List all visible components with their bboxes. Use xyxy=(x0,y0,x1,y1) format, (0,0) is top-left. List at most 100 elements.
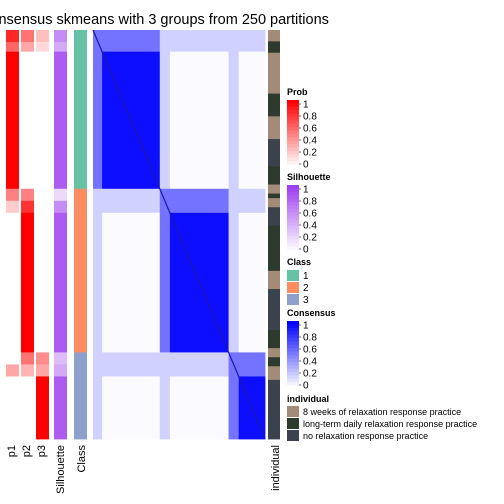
consensus-legend-swatch xyxy=(287,321,299,325)
consensus-matrix xyxy=(92,29,266,440)
consensus-cell xyxy=(169,352,229,365)
prob-legend-swatch xyxy=(287,144,299,149)
prob-legend-swatch xyxy=(287,103,299,108)
consensus-cell xyxy=(159,30,166,43)
prob-legend-tick-label: 1 xyxy=(303,100,309,111)
consensus-cell xyxy=(169,30,229,43)
consensus-cell xyxy=(164,188,171,202)
consensus-cell xyxy=(102,42,161,53)
consensus-legend-swatch xyxy=(287,385,299,390)
column-labels: p1 p2 p3 Silhouette Class xyxy=(6,445,88,494)
consensus-legend-title: Consensus xyxy=(287,308,336,318)
p1-cell xyxy=(6,51,19,190)
column-label-class: Class xyxy=(76,445,88,473)
consensus-cell xyxy=(93,51,99,190)
class-legend-label: 1 xyxy=(303,271,309,282)
consensus-cell xyxy=(98,212,103,353)
consensus-cell xyxy=(93,352,99,365)
individual-cell xyxy=(268,225,280,272)
prob-legend-swatch xyxy=(287,157,299,162)
individual-cell xyxy=(268,93,280,117)
individual-cell xyxy=(268,207,280,226)
p1-cell xyxy=(6,30,19,43)
consensus-cell xyxy=(228,364,235,377)
column-label-silhouette: Silhouette xyxy=(55,445,67,494)
individual-legend-swatch xyxy=(287,430,299,441)
p2-cell xyxy=(21,30,34,43)
silhouette-legend-swatch xyxy=(287,222,299,227)
silhouette-cell xyxy=(54,30,67,43)
individual-cell xyxy=(268,289,280,331)
individual-legend-swatch xyxy=(287,418,299,429)
consensus-cell xyxy=(164,42,171,53)
individual-cell xyxy=(268,166,280,185)
consensus-legend-tick-label: 0.6 xyxy=(303,345,317,356)
consensus-legend-tick-label: 0.4 xyxy=(303,357,317,368)
p2-cell xyxy=(21,200,34,214)
silhouette-legend-swatch xyxy=(287,215,299,220)
consensus-cell xyxy=(98,352,103,365)
prob-legend-tick-label: 0.4 xyxy=(303,136,317,147)
p3-cell xyxy=(36,51,49,190)
silhouette-legend-swatch xyxy=(287,249,299,254)
prob-legend-swatch xyxy=(287,161,299,166)
silhouette-legend-swatch xyxy=(287,239,299,244)
consensus-legend-swatch xyxy=(287,331,299,336)
class-cell xyxy=(74,364,87,377)
silhouette-legend-swatch xyxy=(287,236,299,240)
p1-cell xyxy=(6,376,19,440)
silhouette-legend-swatch xyxy=(287,242,299,247)
silhouette-cell xyxy=(54,212,67,353)
individual-cell xyxy=(268,116,280,140)
silhouette-legend-swatch xyxy=(287,232,299,237)
consensus-cell xyxy=(93,42,99,53)
individual-cell xyxy=(268,41,280,54)
individual-cell xyxy=(268,379,280,440)
consensus-cell xyxy=(228,376,235,440)
individual-annotation: individual xyxy=(268,30,282,491)
p1-cell xyxy=(6,188,19,202)
column-label-p1: p1 xyxy=(6,445,18,457)
p3-cell xyxy=(36,212,49,353)
consensus-cell xyxy=(93,364,99,377)
consensus-cell xyxy=(228,51,235,190)
prob-legend-tick-label: 0.6 xyxy=(303,124,317,135)
silhouette-cell xyxy=(54,352,67,365)
legends: Prob10.80.60.40.20Silhouette10.80.60.40.… xyxy=(287,87,477,441)
silhouette-legend-swatch xyxy=(287,219,299,223)
consensus-cell xyxy=(169,51,229,190)
individual-axis-label: individual xyxy=(270,445,282,491)
prob-legend-title: Prob xyxy=(287,87,308,97)
consensus-cell xyxy=(102,200,161,214)
consensus-cell xyxy=(159,212,166,353)
consensus-legend-swatch xyxy=(287,344,299,349)
consensus-cell xyxy=(228,212,235,353)
silhouette-legend-tick-label: 0.6 xyxy=(303,209,317,220)
consensus-cell xyxy=(238,51,266,190)
consensus-cell xyxy=(159,51,166,190)
consensus-legend-swatch xyxy=(287,327,299,332)
silhouette-legend-swatch xyxy=(287,229,299,234)
consensus-cell xyxy=(228,200,235,214)
consensus-cell xyxy=(159,42,166,53)
class-legend-swatch xyxy=(287,282,299,293)
consensus-cell xyxy=(98,188,103,202)
p3-cell xyxy=(36,364,49,377)
silhouette-legend-tick-label: 0 xyxy=(303,245,309,256)
class-cell xyxy=(74,212,87,353)
prob-legend-swatch xyxy=(287,147,299,152)
p2-cell xyxy=(21,352,34,365)
consensus-cell xyxy=(169,42,229,53)
prob-legend-swatch xyxy=(287,151,299,155)
silhouette-legend-swatch xyxy=(287,188,299,193)
consensus-cell xyxy=(238,188,266,202)
prob-legend-swatch xyxy=(287,117,299,121)
consensus-legend-tick-label: 0.2 xyxy=(303,369,317,380)
silhouette-cell xyxy=(54,364,67,377)
consensus-cell xyxy=(169,364,229,377)
individual-cell xyxy=(268,270,280,290)
silhouette-legend-tick-label: 1 xyxy=(303,185,309,196)
consensus-cell xyxy=(228,42,235,53)
consensus-cell xyxy=(102,352,161,365)
